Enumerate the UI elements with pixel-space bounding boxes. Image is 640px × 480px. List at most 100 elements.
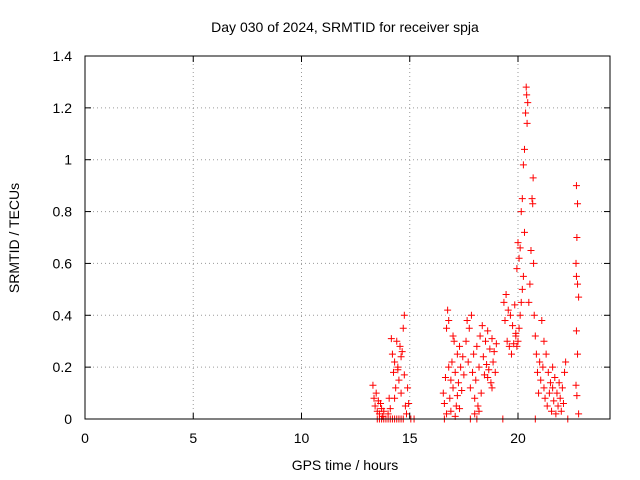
data-point: [528, 195, 536, 203]
data-point: [572, 327, 580, 335]
data-point: [529, 200, 537, 208]
data-point: [446, 394, 454, 402]
data-point: [441, 374, 449, 382]
data-point: [386, 405, 394, 413]
data-point: [506, 311, 514, 319]
data-point: [445, 316, 453, 324]
data-point: [445, 363, 453, 371]
data-point: [531, 332, 539, 340]
data-point: [575, 293, 583, 301]
data-point: [515, 324, 523, 332]
data-point: [524, 99, 532, 107]
data-point: [572, 259, 580, 267]
data-point: [535, 389, 543, 397]
data-point: [470, 350, 478, 358]
data-point: [466, 384, 474, 392]
data-point: [398, 348, 406, 356]
data-point: [400, 311, 408, 319]
data-point: [533, 368, 541, 376]
data-point: [572, 381, 580, 389]
data-point: [487, 379, 495, 387]
data-point: [473, 342, 481, 350]
data-point: [472, 376, 480, 384]
data-point: [397, 389, 405, 397]
data-point: [371, 402, 379, 410]
data-point: [474, 402, 482, 410]
data-point: [517, 208, 525, 216]
data-point: [456, 405, 464, 413]
data-point: [388, 350, 396, 358]
data-point: [453, 392, 461, 400]
data-point: [523, 91, 531, 99]
plot-frame: [84, 55, 611, 420]
data-point: [454, 379, 462, 387]
data-point: [548, 407, 556, 415]
data-point: [513, 342, 521, 350]
data-point: [492, 340, 500, 348]
y-tick-label: 1.4: [53, 48, 73, 64]
data-point: [485, 366, 493, 374]
data-point: [552, 410, 560, 418]
data-point: [572, 272, 580, 280]
data-point: [456, 342, 464, 350]
x-tick-label: 5: [189, 430, 197, 446]
data-point: [536, 358, 544, 366]
data-point: [543, 402, 551, 410]
data-point: [505, 342, 513, 350]
data-point: [514, 239, 522, 247]
data-point: [479, 353, 487, 361]
x-tick-label: 10: [294, 430, 310, 446]
data-point: [549, 384, 557, 392]
data-point: [372, 389, 380, 397]
data-point: [502, 291, 510, 299]
data-point: [443, 410, 451, 418]
data-point: [562, 358, 570, 366]
data-point: [488, 384, 496, 392]
data-point: [550, 397, 558, 405]
data-point: [559, 399, 567, 407]
data-point: [519, 272, 527, 280]
data-point: [507, 350, 515, 358]
data-point: [557, 407, 565, 415]
data-point: [553, 389, 561, 397]
data-point: [525, 298, 533, 306]
y-tick-label: 0: [64, 411, 72, 427]
data-point: [517, 298, 525, 306]
data-point: [551, 374, 559, 382]
data-point: [478, 322, 486, 330]
data-point: [516, 244, 524, 252]
data-point: [471, 410, 479, 418]
data-point: [539, 363, 547, 371]
data-point: [391, 394, 399, 402]
data-point: [394, 366, 402, 374]
data-point: [393, 337, 401, 345]
data-point: [538, 316, 546, 324]
data-point: [488, 335, 496, 343]
data-point: [530, 311, 538, 319]
data-point: [380, 407, 388, 415]
data-point: [546, 379, 554, 387]
data-point: [462, 337, 470, 345]
data-point: [511, 301, 519, 309]
data-point: [518, 285, 526, 293]
data-point: [575, 410, 583, 418]
x-tick-label: 0: [81, 430, 89, 446]
data-point: [439, 389, 447, 397]
data-point: [530, 259, 538, 267]
data-point: [491, 368, 499, 376]
data-point: [573, 234, 581, 241]
data-point: [516, 311, 524, 319]
data-point: [544, 368, 552, 376]
data-point: [527, 246, 535, 254]
data-point: [561, 368, 569, 376]
data-point: [540, 337, 548, 345]
data-point: [399, 324, 407, 332]
data-point: [450, 337, 458, 345]
data-point: [526, 280, 534, 288]
data-point: [554, 402, 562, 410]
data-point: [469, 368, 477, 376]
data-point: [449, 384, 457, 392]
data-point: [509, 322, 517, 330]
axes: 0 0.2 0.4 0.6 0.8 1 1.2 1.4 0 5 10 15 20: [53, 48, 610, 446]
